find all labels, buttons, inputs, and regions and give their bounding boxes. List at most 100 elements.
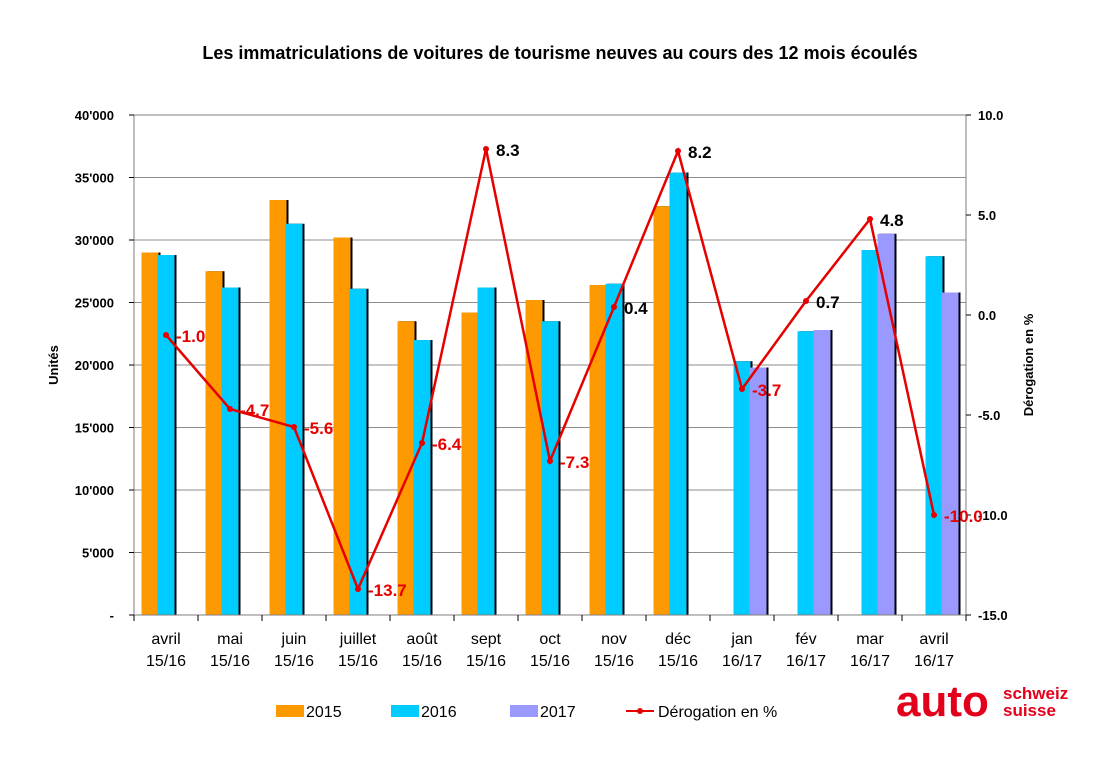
x-tick-label: juin xyxy=(281,631,307,648)
legend: 2015 2016 2017 Dérogation en % xyxy=(276,704,777,721)
legend-label-2017: 2017 xyxy=(540,704,576,721)
bar-2016 xyxy=(477,287,495,615)
y-tick-label: 25'000 xyxy=(75,296,114,311)
bar-2015 xyxy=(525,300,543,615)
y2-tick-label: -5.0 xyxy=(978,408,1000,423)
x-tick-label-period: 15/16 xyxy=(466,653,506,670)
deviation-line xyxy=(163,146,937,593)
y-tick-label: 20'000 xyxy=(75,358,114,373)
x-tick-label-period: 16/17 xyxy=(850,653,890,670)
y-tick-label: 15'000 xyxy=(75,421,114,436)
x-tick-label: avril xyxy=(151,631,180,648)
logo-schweiz: schweiz xyxy=(1003,684,1068,703)
bar-2016 xyxy=(605,283,623,615)
deviation-label: -4.7 xyxy=(240,401,269,420)
bar-2016 xyxy=(285,223,303,615)
deviation-label: -7.3 xyxy=(560,453,589,472)
x-tick-label: avril xyxy=(919,631,948,648)
bar-2016 xyxy=(669,172,687,615)
y2-tick-label: 0.0 xyxy=(978,308,996,323)
deviation-point xyxy=(227,406,233,412)
x-tick-label: nov xyxy=(601,631,627,648)
x-tick-label: fév xyxy=(795,631,816,648)
deviation-point xyxy=(611,304,617,310)
deviation-point xyxy=(483,146,489,152)
deviation-label: -1.0 xyxy=(176,327,205,346)
bar-2015 xyxy=(653,206,671,615)
legend-swatch-2015 xyxy=(276,705,304,717)
deviation-point xyxy=(675,148,681,154)
x-tick-label-period: 16/17 xyxy=(722,653,762,670)
chart-title: Les immatriculations de voitures de tour… xyxy=(202,43,917,63)
bar-2016 xyxy=(541,321,559,615)
deviation-point xyxy=(931,512,937,518)
bar-2016 xyxy=(413,340,431,615)
bar-2016 xyxy=(349,288,367,615)
deviation-label: 0.7 xyxy=(816,293,840,312)
y2-tick-label: -10.0 xyxy=(978,508,1008,523)
y2-tick-label: 10.0 xyxy=(978,108,1003,123)
legend-marker-deviation xyxy=(637,708,643,714)
deviation-point xyxy=(547,458,553,464)
x-tick-label-period: 15/16 xyxy=(658,653,698,670)
x-tick-label-period: 15/16 xyxy=(594,653,634,670)
deviation-label: -3.7 xyxy=(752,381,781,400)
x-tick-label-period: 15/16 xyxy=(402,653,442,670)
legend-label-deviation: Dérogation en % xyxy=(658,704,777,721)
x-tick-label: mai xyxy=(217,631,243,648)
deviation-label: -10.0 xyxy=(944,507,983,526)
y-tick-label: 30'000 xyxy=(75,233,114,248)
y-axis-title: Unités xyxy=(46,345,61,385)
y-tick-label: 35'000 xyxy=(75,171,114,186)
x-tick-label-period: 16/17 xyxy=(786,653,826,670)
bar-2016 xyxy=(157,255,175,615)
auto-schweiz-logo: auto schweiz suisse xyxy=(896,677,1068,726)
y-tick-label: - xyxy=(110,608,114,623)
deviation-point xyxy=(803,298,809,304)
bar-2017 xyxy=(941,292,959,615)
logo-auto: auto xyxy=(896,677,989,726)
deviation-point xyxy=(867,216,873,222)
x-tick-label: déc xyxy=(665,631,691,648)
bar-2016 xyxy=(797,331,815,615)
bar-2015 xyxy=(589,285,607,615)
legend-swatch-2017 xyxy=(510,705,538,717)
x-tick-label-period: 16/17 xyxy=(914,653,954,670)
x-tick-label: jan xyxy=(730,631,752,648)
deviation-label: -6.4 xyxy=(432,435,462,454)
x-tick-label-period: 15/16 xyxy=(338,653,378,670)
x-tick-label: juillet xyxy=(339,631,377,648)
axes: - 5'000 10'000 15'000 20'000 25'000 30'000 35'0… xyxy=(75,108,1008,670)
deviation-point xyxy=(419,440,425,446)
y-tick-label: 10'000 xyxy=(75,483,114,498)
bar-2017 xyxy=(813,330,831,615)
legend-swatch-2016 xyxy=(391,705,419,717)
bar-2015 xyxy=(397,321,415,615)
bar-2015 xyxy=(205,271,223,615)
y-tick-label: 40'000 xyxy=(75,108,114,123)
x-tick-label: août xyxy=(406,631,438,648)
deviation-label: 8.2 xyxy=(688,143,712,162)
bar-2017 xyxy=(749,367,767,615)
bar-2015 xyxy=(141,252,159,615)
x-tick-label: sept xyxy=(471,631,502,648)
deviation-label: 0.4 xyxy=(624,299,648,318)
logo-suisse: suisse xyxy=(1003,701,1056,720)
deviation-point xyxy=(355,586,361,592)
bar-2015 xyxy=(461,312,479,615)
bar-2015 xyxy=(333,237,351,615)
deviation-label: 8.3 xyxy=(496,141,520,160)
bar-2016 xyxy=(221,287,239,615)
x-tick-label-period: 15/16 xyxy=(530,653,570,670)
deviation-label: -13.7 xyxy=(368,581,407,600)
x-tick-label-period: 15/16 xyxy=(146,653,186,670)
bar-2016 xyxy=(733,361,751,615)
x-tick-label: mar xyxy=(856,631,884,648)
deviation-label: 4.8 xyxy=(880,211,904,230)
deviation-point xyxy=(163,332,169,338)
bar-2017 xyxy=(877,233,895,615)
deviation-point xyxy=(291,424,297,430)
data-labels: -1.0 -4.7 -5.6 -13.7 -6.4 8.3 -7.3 0.4 8.2 -3.7 0.… xyxy=(176,141,983,600)
deviation-point xyxy=(739,386,745,392)
